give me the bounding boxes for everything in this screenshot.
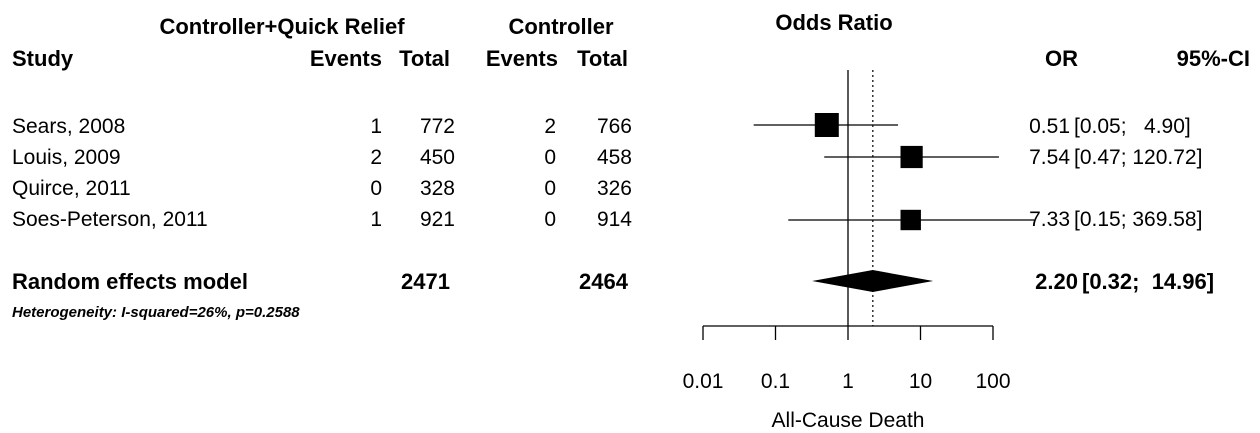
pooled-ci-text: [0.32; 14.96]: [1082, 269, 1214, 294]
study-ci-text: [0.15; 369.58]: [1074, 208, 1202, 231]
header-group2: Controller: [508, 14, 614, 39]
x-tick-label: 1: [842, 370, 854, 393]
x-tick-label: 10: [909, 370, 932, 393]
study-events1: 1: [370, 208, 382, 231]
study-name: Soes-Peterson, 2011: [12, 208, 208, 231]
study-events2: 0: [544, 177, 556, 200]
x-tick-label: 0.01: [683, 370, 724, 393]
header-odds-ratio: Odds Ratio: [775, 10, 892, 35]
study-ci-text: [0.05; 4.90]: [1074, 115, 1191, 138]
x-tick-label: 100: [975, 370, 1010, 393]
study-total2: 914: [597, 208, 632, 231]
study-total2: 458: [597, 146, 632, 169]
study-total1: 921: [420, 208, 455, 231]
pooled-name: Random effects model: [12, 269, 248, 294]
x-tick-label: 0.1: [761, 370, 790, 393]
header-total2: Total: [577, 46, 628, 71]
study-name: Sears, 2008: [12, 115, 125, 138]
header-events2: Events: [486, 46, 558, 71]
study-or-text: 0.51: [1029, 115, 1070, 138]
study-rows: Sears, 2008 1 772 2 766 0.51 [0.05; 4.90] Louis…: [12, 115, 1202, 231]
header-events1: Events: [310, 46, 382, 71]
study-events2: 0: [544, 146, 556, 169]
study-total1: 450: [420, 146, 455, 169]
study-name: Quirce, 2011: [12, 177, 131, 200]
pooled-total2: 2464: [579, 269, 629, 294]
header-study: Study: [12, 46, 74, 71]
study-or-text: 7.54: [1029, 146, 1070, 169]
study-or-text: 7.33: [1029, 208, 1070, 231]
study-events2: 0: [544, 208, 556, 231]
study-point: [900, 145, 923, 169]
study-events2: 2: [544, 115, 556, 138]
heterogeneity-text: Heterogeneity: I-squared=26%, p=0.2588: [12, 304, 300, 321]
x-axis-label: All-Cause Death: [772, 409, 925, 432]
pooled-total1: 2471: [401, 269, 450, 294]
plot-area: 0.01 0.1 1 10 100: [683, 70, 1035, 393]
study-point: [900, 209, 921, 231]
header-ci: 95%-CI: [1177, 46, 1250, 71]
header-group1: Controller+Quick Relief: [159, 14, 405, 39]
pooled-or-text: 2.20: [1035, 269, 1078, 294]
header-total1: Total: [399, 46, 450, 71]
study-ci-text: [0.47; 120.72]: [1074, 146, 1202, 169]
study-events1: 0: [370, 177, 382, 200]
study-events1: 1: [370, 115, 382, 138]
study-total1: 328: [420, 177, 455, 200]
study-total2: 326: [597, 177, 632, 200]
study-total2: 766: [597, 115, 632, 138]
study-total1: 772: [420, 115, 455, 138]
header-or: OR: [1045, 46, 1078, 71]
study-events1: 2: [370, 146, 382, 169]
pooled-diamond: [812, 270, 934, 292]
study-name: Louis, 2009: [12, 146, 121, 169]
study-point: [814, 113, 839, 137]
